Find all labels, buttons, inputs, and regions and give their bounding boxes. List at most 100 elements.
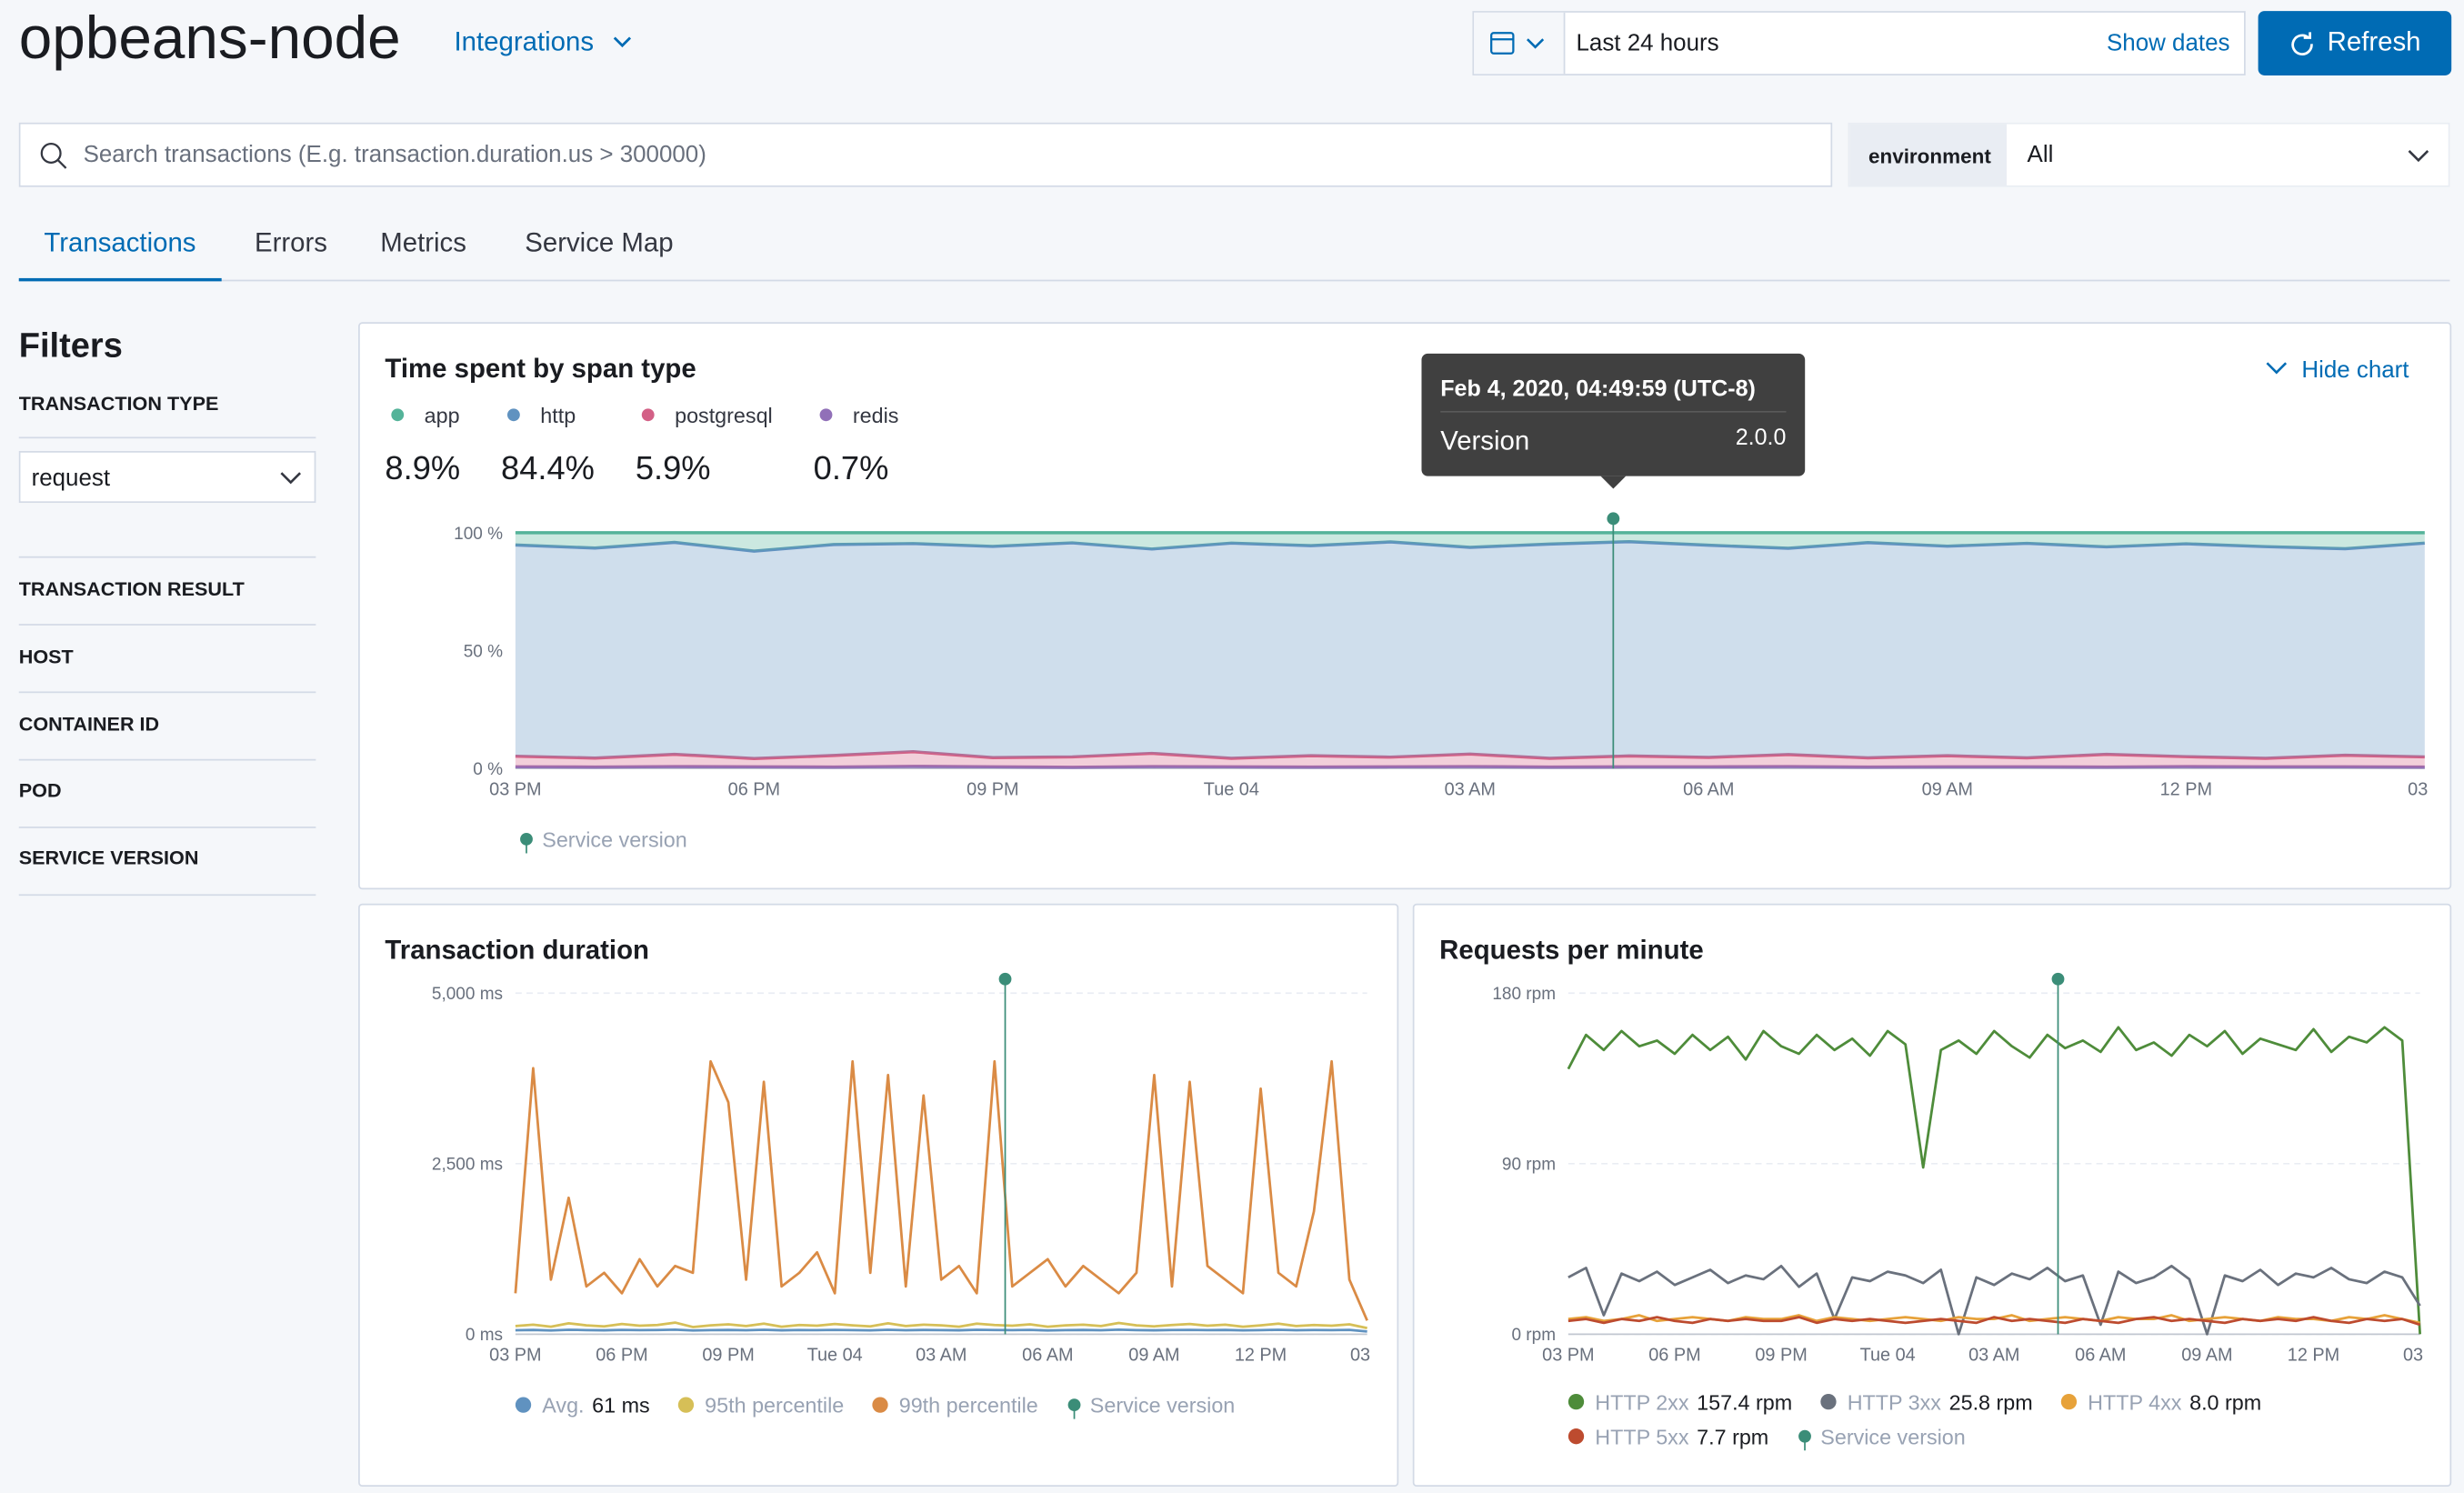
- environment-prepend: [1849, 124, 2008, 185]
- y-tick-label: 0 rpm: [1511, 1326, 1556, 1345]
- legend-value: 157.4 rpm: [1697, 1390, 1792, 1414]
- legend-annotation-marker: [1798, 1429, 1811, 1443]
- search-icon: [40, 143, 67, 169]
- x-tick-label: 06 AM: [1022, 1346, 1073, 1366]
- x-tick-label: 09 PM: [967, 780, 1018, 800]
- x-tick-label: Tue 04: [1204, 780, 1259, 800]
- legend-label: Service version: [542, 828, 686, 852]
- transaction-type-select[interactable]: request: [18, 451, 316, 504]
- tab[interactable]: Transactions: [44, 227, 196, 258]
- divider: [18, 624, 316, 626]
- tab[interactable]: Metrics: [380, 227, 466, 258]
- x-tick-label: 03 PM: [489, 780, 541, 800]
- legend-label[interactable]: redis: [853, 404, 899, 427]
- service-title: opbeans-node: [18, 5, 401, 73]
- legend-label[interactable]: HTTP 4xx: [2088, 1390, 2182, 1414]
- annotation-marker: [998, 972, 1012, 986]
- legend-swatch: [1568, 1394, 1585, 1410]
- x-tick-label: Tue 04: [1860, 1346, 1916, 1366]
- integrations-menu[interactable]: Integrations: [454, 26, 632, 58]
- x-tick-label: 06 AM: [1683, 780, 1734, 800]
- legend-label[interactable]: app: [425, 404, 460, 427]
- area-fill: [515, 541, 2425, 759]
- hide-chart-toggle[interactable]: Hide chart: [2301, 357, 2409, 383]
- legend-value: 8.9%: [385, 449, 460, 486]
- chart-title: Requests per minute: [1439, 935, 1704, 965]
- chart-title: Time spent by span type: [385, 354, 696, 384]
- chart-panel: [358, 322, 2452, 890]
- x-tick-label: 12 PM: [2288, 1346, 2339, 1366]
- legend-label[interactable]: 95th percentile: [705, 1394, 844, 1418]
- filters-title: Filters: [18, 325, 123, 365]
- tooltip-arrow: [1600, 476, 1627, 489]
- area-fill: [515, 751, 2425, 767]
- x-tick-label: 09 PM: [702, 1346, 754, 1366]
- x-tick-label: 12 PM: [1235, 1346, 1287, 1366]
- series-line: [1568, 1264, 2421, 1336]
- filter-heading: TRANSACTION TYPE: [18, 393, 219, 416]
- x-tick-label: 09 AM: [1128, 1346, 1179, 1366]
- legend-label: Service version: [1090, 1394, 1235, 1418]
- chevron: [613, 36, 631, 48]
- series-line: [515, 1328, 1367, 1333]
- chevron: [2408, 150, 2429, 163]
- refresh-button[interactable]: Refresh: [2258, 11, 2452, 75]
- integrations-label: Integrations: [454, 26, 595, 57]
- tab-underline: [18, 277, 222, 282]
- x-tick-label: 12 PM: [2160, 780, 2212, 800]
- date-picker[interactable]: Last 24 hours Show dates: [1472, 11, 2246, 75]
- legend-label[interactable]: HTTP 3xx: [1848, 1390, 1942, 1414]
- filter-heading[interactable]: HOST: [18, 646, 74, 668]
- refresh-label: Refresh: [2327, 26, 2421, 57]
- x-tick-label: 09 AM: [2181, 1346, 2232, 1366]
- filter-heading[interactable]: POD: [18, 779, 62, 802]
- area-line: [515, 750, 2425, 760]
- environment-label: environment: [1868, 145, 1991, 168]
- x-tick-label: Tue 04: [807, 1346, 863, 1366]
- legend-swatch: [1820, 1394, 1837, 1410]
- tab[interactable]: Service Map: [525, 227, 674, 258]
- divider: [18, 758, 316, 761]
- legend-label[interactable]: 99th percentile: [899, 1394, 1038, 1418]
- filter-heading[interactable]: CONTAINER ID: [18, 713, 160, 736]
- x-tick-label: 06 AM: [2075, 1346, 2126, 1366]
- date-quick-menu[interactable]: [1474, 12, 1566, 75]
- x-tick-label: 03: [1350, 1346, 1370, 1366]
- legend-swatch: [2060, 1394, 2078, 1410]
- legend-swatch: [641, 408, 655, 422]
- y-tick-label: 90 rpm: [1502, 1156, 1556, 1175]
- environment-select[interactable]: environment All: [1848, 122, 2450, 187]
- filter-heading[interactable]: TRANSACTION RESULT: [18, 578, 245, 601]
- x-tick-label: 03 AM: [916, 1346, 967, 1366]
- legend-label[interactable]: postgresql: [675, 404, 773, 427]
- legend-annotation-marker: [1067, 1398, 1081, 1412]
- time-range: Last 24 hours: [1576, 29, 1719, 57]
- y-tick-label: 0 ms: [466, 1326, 503, 1345]
- legend-label[interactable]: HTTP 2xx: [1595, 1390, 1689, 1414]
- area-line: [515, 540, 2425, 553]
- search-placeholder: Search transactions (E.g. transaction.du…: [83, 141, 706, 168]
- legend-annotation-marker: [520, 833, 533, 846]
- legend-value: 8.0 rpm: [2189, 1390, 2261, 1414]
- legend-swatch: [506, 408, 520, 422]
- annotation-marker: [1607, 512, 1620, 526]
- x-tick-label: 03 AM: [1968, 1346, 2019, 1366]
- divider: [18, 827, 316, 828]
- legend-label[interactable]: HTTP 5xx: [1595, 1425, 1689, 1448]
- divider: [18, 691, 316, 694]
- show-dates[interactable]: Show dates: [2107, 29, 2230, 57]
- chart-panel: [1412, 903, 2452, 1487]
- filter-heading[interactable]: SERVICE VERSION: [18, 847, 199, 869]
- legend-swatch: [391, 408, 405, 422]
- search-input[interactable]: Search transactions (E.g. transaction.du…: [18, 122, 1833, 187]
- calendar-icon: [1490, 32, 1545, 55]
- tab[interactable]: Errors: [254, 227, 327, 258]
- series-line: [1568, 1316, 2421, 1327]
- x-tick-label: 03 AM: [1445, 780, 1496, 800]
- divider: [18, 436, 316, 439]
- chevron: [280, 472, 302, 485]
- legend-label[interactable]: Avg.: [542, 1394, 584, 1418]
- legend-value: 61 ms: [592, 1394, 650, 1418]
- legend-label[interactable]: http: [540, 404, 576, 427]
